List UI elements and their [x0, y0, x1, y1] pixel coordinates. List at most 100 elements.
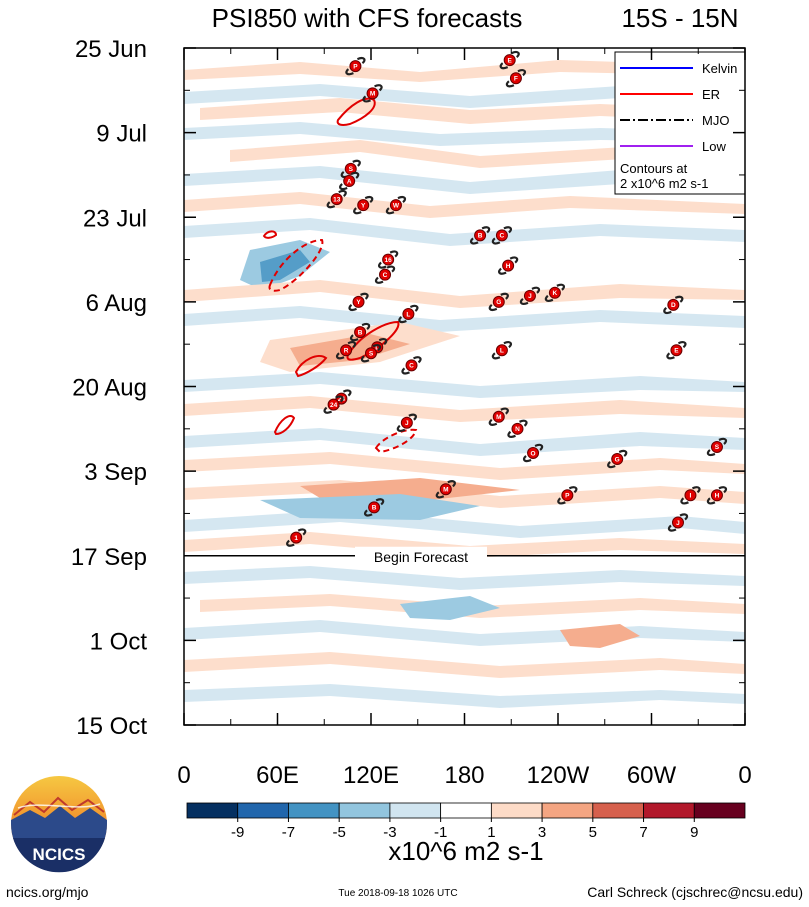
storm-label: C	[500, 233, 505, 240]
colorbar-swatch	[237, 802, 289, 819]
y-tick-label: 6 Aug	[86, 290, 147, 317]
storm-symbol: I	[680, 486, 701, 505]
y-tick-label: 1 Oct	[90, 628, 148, 655]
colorbar-swatch	[693, 802, 746, 819]
footer-timestamp: Tue 2018-09-18 1026 UTC	[338, 888, 457, 899]
storm-symbol: C	[374, 265, 396, 284]
storm-symbol: A	[339, 171, 360, 191]
storm-label: E	[674, 348, 679, 355]
storm-label: B	[372, 505, 377, 512]
y-axis: 25 Jun 9 Jul 23 Jul 6 Aug 20 Aug 3 Sep 17 Sep 1…	[71, 36, 745, 740]
storm-label: L	[375, 345, 379, 352]
y-tick-label: 23 Jul	[83, 205, 147, 232]
y-tick-label: 17 Sep	[71, 544, 147, 571]
storm-label: K	[553, 290, 558, 297]
storm-label: M	[443, 487, 448, 494]
x-axis: 0 60E 120E 180 120W 60W 0	[177, 48, 752, 789]
storm-label: J	[676, 520, 680, 527]
legend-label-kelvin: Kelvin	[702, 61, 737, 76]
colorbar-units: x10^6 m2 s-1	[388, 836, 543, 866]
x-tick-label: 120E	[343, 762, 399, 789]
logo-text: NCICS	[33, 845, 86, 864]
storm-label: I	[690, 493, 692, 500]
storm-label: G	[615, 456, 620, 463]
colorbar-tick-label: 1	[487, 824, 495, 841]
colorbar-swatch	[186, 802, 239, 819]
x-tick-label: 0	[738, 762, 751, 789]
storm-label: E	[508, 57, 513, 64]
colorbar-tick-label: 3	[538, 824, 546, 841]
storm-symbol: R	[335, 341, 357, 360]
y-tick-label: 25 Jun	[75, 36, 147, 63]
colorbar-tick-label: -7	[282, 824, 295, 841]
storm-symbol: N	[507, 419, 528, 438]
storm-symbol: 24	[323, 395, 344, 414]
storm-symbol: P	[557, 486, 578, 505]
y-tick-label: 15 Oct	[76, 713, 147, 740]
legend-label-er: ER	[702, 87, 720, 102]
storm-label: 1	[294, 535, 298, 542]
y-tick-label: 20 Aug	[72, 375, 147, 402]
storm-symbol: H	[498, 256, 519, 275]
storm-label: L	[406, 311, 410, 318]
storm-symbol: K	[544, 283, 565, 302]
colorbar-tick-label: 7	[639, 824, 647, 841]
er-contours	[262, 97, 418, 454]
colorbar-swatch	[592, 802, 644, 819]
colorbar: -9 -7 -5 -3 -1 1 3 5 7 9	[186, 802, 746, 841]
storm-label: A	[347, 178, 352, 185]
legend-note-1: Contours at	[620, 161, 688, 176]
x-tick-label: 60W	[627, 762, 677, 789]
storm-label: W	[393, 202, 400, 209]
storm-label: Y	[361, 202, 366, 209]
colorbar-swatch	[541, 802, 594, 819]
storm-label: 16	[385, 257, 393, 264]
x-tick-label: 60E	[256, 762, 299, 789]
storm-symbol: D	[663, 295, 684, 315]
colorbar-swatch	[490, 802, 543, 819]
storm-label: G	[496, 299, 501, 306]
storm-symbol: L	[398, 304, 419, 324]
storm-symbol: F	[505, 69, 527, 88]
storm-symbol: 1	[286, 528, 307, 547]
legend-note-2: 2 x10^6 m2 s-1	[620, 176, 708, 191]
storm-label: J	[405, 420, 409, 427]
storm-symbol: S	[340, 159, 361, 179]
storm-symbol: J	[667, 513, 689, 532]
storm-symbol: C	[401, 356, 422, 375]
storm-label: R	[344, 348, 349, 355]
colorbar-tick-label: 9	[690, 824, 698, 841]
storm-label: S	[349, 166, 354, 173]
storm-label: D	[671, 302, 676, 309]
forecast-label: Begin Forecast	[374, 549, 468, 565]
legend-label-low: Low	[702, 139, 726, 154]
storm-symbol: L	[491, 341, 513, 360]
storm-symbol: M	[362, 84, 383, 103]
x-tick-label: 0	[177, 762, 190, 789]
legend-label-mjo: MJO	[702, 113, 729, 128]
storm-symbol: E	[499, 50, 520, 70]
colorbar-tick-label: 5	[589, 824, 597, 841]
footer-credit: Carl Schreck (cjschrec@ncsu.edu)	[587, 884, 803, 900]
y-tick-label: 9 Jul	[96, 121, 147, 148]
storm-label: 13	[333, 196, 341, 203]
storm-label: H	[715, 493, 720, 500]
storm-label: C	[409, 363, 414, 370]
storm-label: N	[515, 426, 520, 433]
storm-symbol: J	[519, 286, 541, 305]
storm-label: Y	[356, 299, 361, 306]
colorbar-swatch	[288, 802, 340, 819]
storm-symbol: B	[349, 322, 371, 342]
storm-symbol: G	[488, 292, 509, 312]
storm-label: F	[514, 76, 518, 83]
footer-url: ncics.org/mjo	[6, 884, 89, 900]
storm-symbol: 13	[326, 189, 347, 209]
storm-symbol: E	[666, 341, 687, 360]
storm-label: M	[370, 91, 375, 98]
colorbar-swatch	[440, 802, 492, 819]
storm-label: L	[500, 348, 504, 355]
storm-symbol: C	[491, 226, 513, 245]
storm-label: J	[528, 293, 532, 300]
